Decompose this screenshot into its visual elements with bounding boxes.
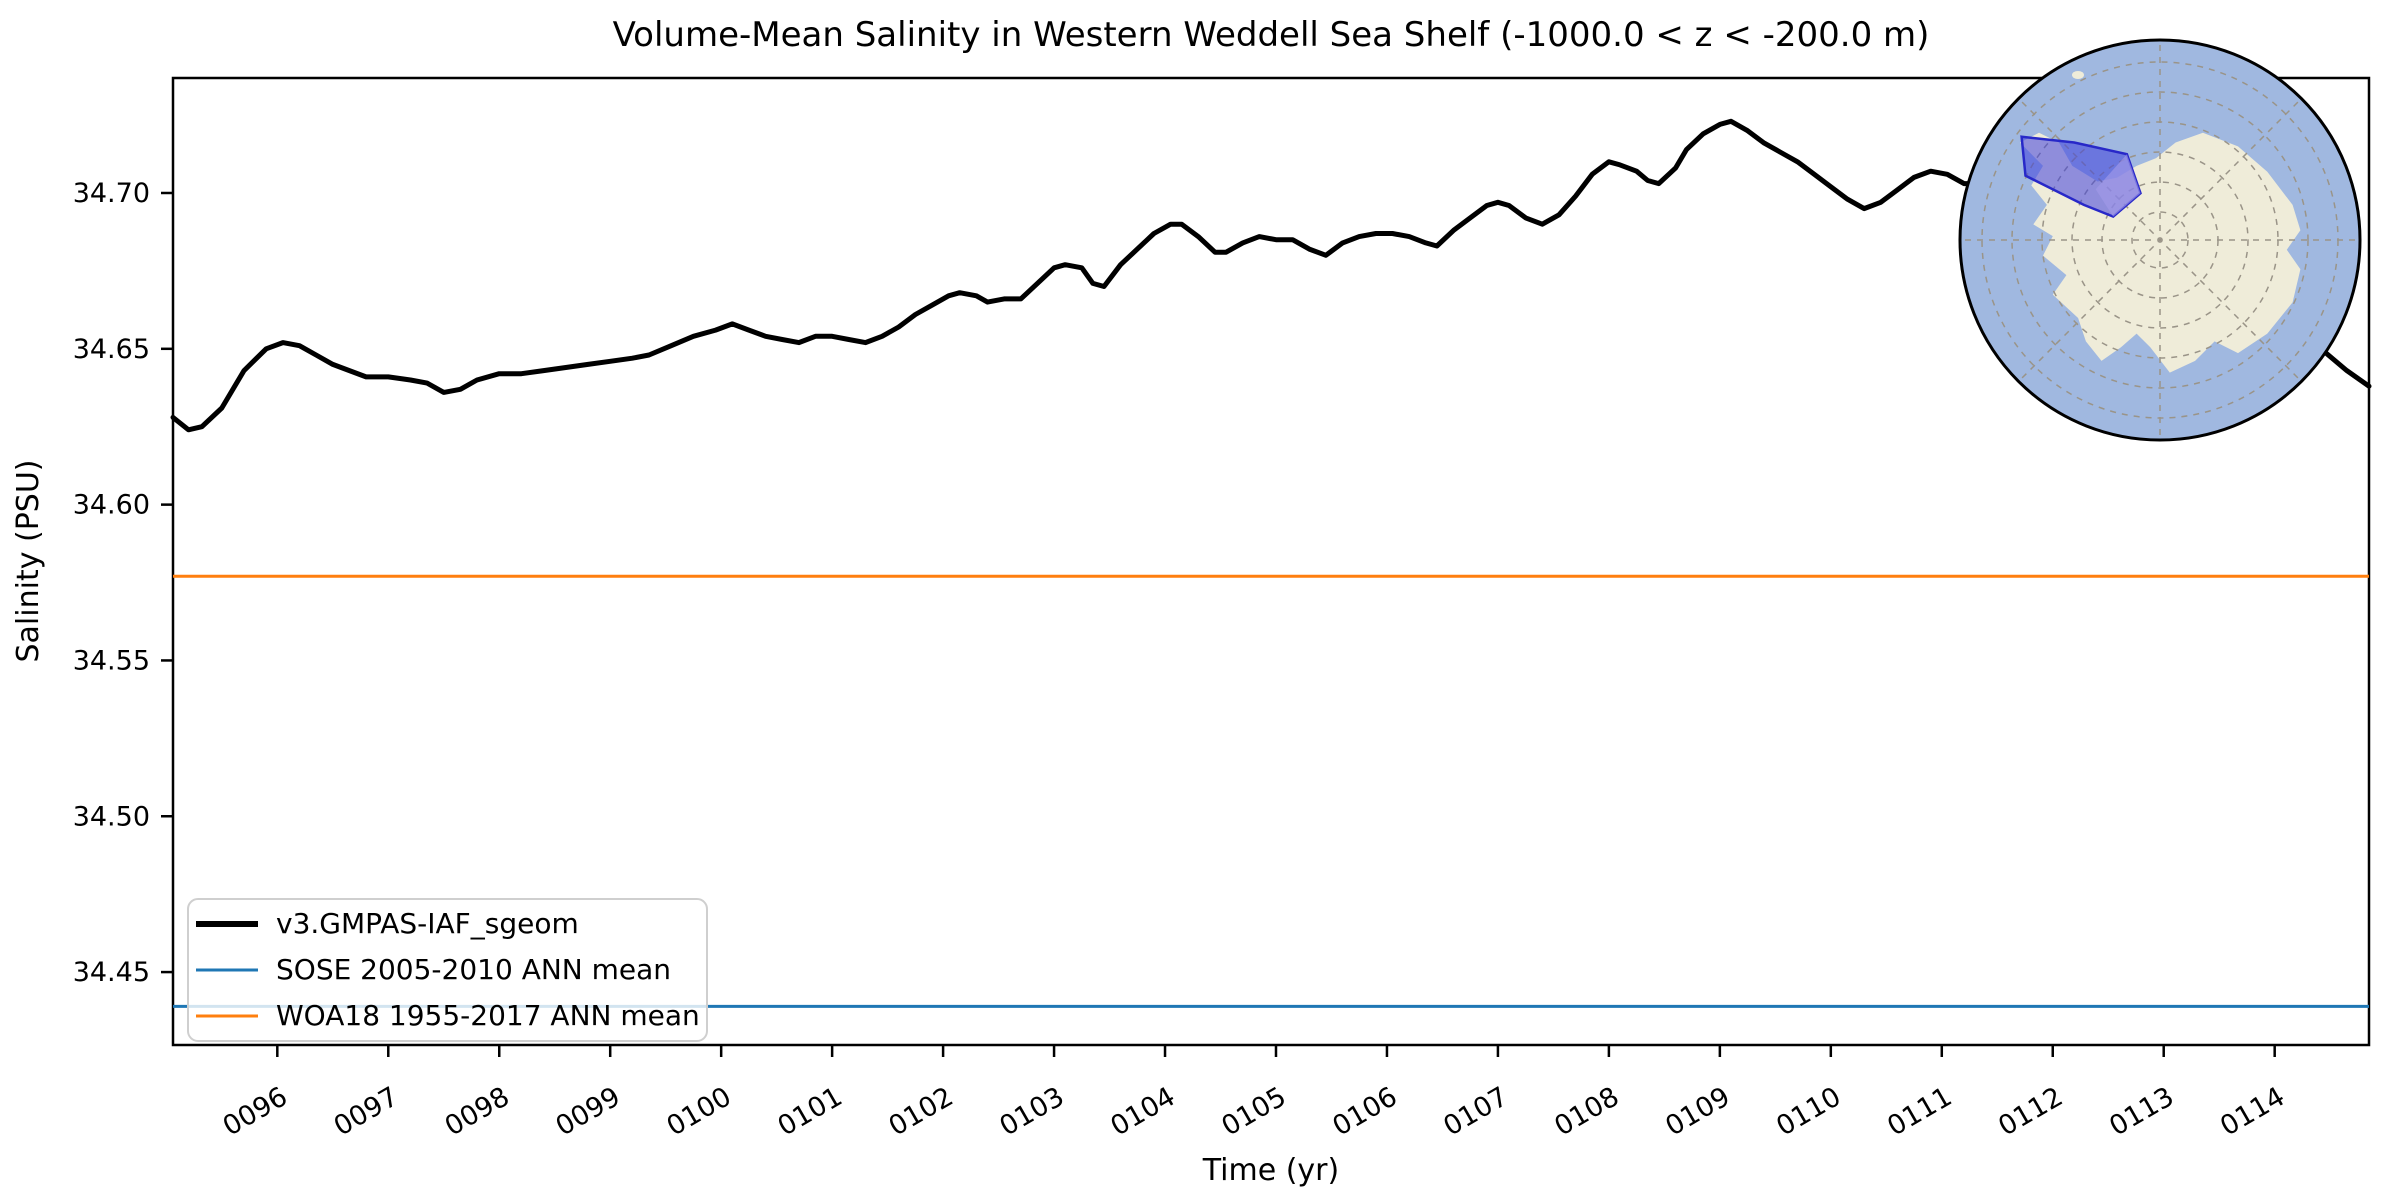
legend-label-woa18: WOA18 1955-2017 ANN mean <box>276 999 700 1032</box>
x-axis-label: Time (yr) <box>1202 1153 1339 1188</box>
legend-label-model: v3.GMPAS-IAF_sgeom <box>276 907 579 940</box>
legend-box <box>187 898 708 1042</box>
series-line-0 <box>170 118 2372 433</box>
x-tick-label: 0100 <box>662 1081 737 1142</box>
x-tick-label: 0108 <box>1549 1081 1624 1142</box>
y-tick-label: 34.45 <box>73 957 150 988</box>
x-tick-label: 0107 <box>1438 1081 1513 1142</box>
small-island <box>2072 71 2084 79</box>
graticule-gridlines <box>1965 45 2355 435</box>
x-tick-label: 0099 <box>551 1081 626 1142</box>
map-outline <box>1958 38 2362 442</box>
antarctica-inset-map <box>1958 38 2362 442</box>
x-tick-label: 0103 <box>995 1081 1070 1142</box>
x-tick-label: 0106 <box>1327 1081 1402 1142</box>
chart-title: Volume-Mean Salinity in Western Weddell … <box>613 15 1930 55</box>
x-tick-label: 0113 <box>2104 1081 2179 1142</box>
x-tick-label: 0112 <box>1993 1081 2068 1142</box>
x-axis: 0096 0097 0098 0099 0100 0101 0102 0103 0104 0105… <box>218 1045 2290 1142</box>
x-tick-label: 0114 <box>2215 1081 2290 1142</box>
x-tick-label: 0098 <box>440 1081 515 1142</box>
x-tick-label: 0111 <box>1882 1081 1957 1142</box>
region-highlight-shelf <box>2095 154 2141 217</box>
x-tick-label: 0110 <box>1771 1081 1846 1142</box>
x-tick-label: 0102 <box>884 1081 959 1142</box>
x-tick-label: 0101 <box>773 1081 848 1142</box>
y-tick-label: 34.55 <box>73 645 150 676</box>
x-tick-label: 0109 <box>1660 1081 1735 1142</box>
legend-label-sose: SOSE 2005-2010 ANN mean <box>276 953 671 986</box>
y-tick-label: 34.65 <box>73 334 150 365</box>
legend: v3.GMPAS-IAF_sgeom SOSE 2005-2010 ANN me… <box>187 898 708 1042</box>
y-tick-label: 34.70 <box>73 178 150 209</box>
x-tick-label: 0104 <box>1106 1081 1181 1142</box>
y-tick-label: 34.60 <box>73 490 150 521</box>
x-tick-label: 0105 <box>1216 1081 1291 1142</box>
x-tick-label: 0097 <box>329 1081 404 1142</box>
y-tick-label: 34.50 <box>73 801 150 832</box>
y-axis-label: Salinity (PSU) <box>11 460 46 663</box>
y-axis: 34.45 34.50 34.55 34.60 34.65 34.70 <box>73 178 173 988</box>
x-tick-label: 0096 <box>218 1081 293 1142</box>
